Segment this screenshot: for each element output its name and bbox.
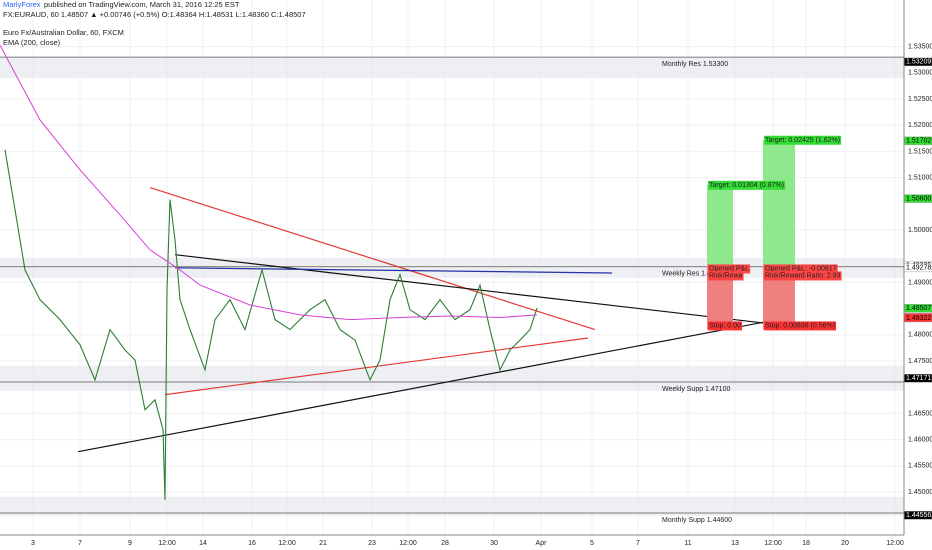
price-badge-label: 1.48322 xyxy=(906,315,931,322)
y-tick-label: 1.51500 xyxy=(908,148,932,155)
level-label: Weekly Supp 1.47100 xyxy=(662,386,730,393)
x-tick-label: 7 xyxy=(78,540,82,547)
pnl-label: Opened P&L xyxy=(709,265,749,272)
price-badge-label: 1.50600 xyxy=(906,195,931,202)
pnl-label: Opened P&L: -0.00817 xyxy=(765,265,837,272)
x-tick-label: 12:00 xyxy=(278,540,296,547)
x-tick-label: 12:00 xyxy=(399,540,417,547)
published: published on TradingView.com, March 31, … xyxy=(44,0,240,9)
price-badge-label: 1.49278 xyxy=(906,265,931,272)
x-tick-label: 5 xyxy=(590,540,594,547)
x-tick-label: 12:00 xyxy=(158,540,176,547)
price-badge-label: 1.44556 xyxy=(906,512,931,519)
label-box xyxy=(764,321,837,331)
x-tick-label: 12:00 xyxy=(764,540,782,547)
rr-label: Risk/Reward Ratio: 2.93 xyxy=(765,272,841,279)
price-badge-label: 1.51702 xyxy=(906,138,931,145)
x-tick-label: 28 xyxy=(441,540,449,547)
x-tick-label: 23 xyxy=(368,540,376,547)
y-tick-label: 1.47500 xyxy=(908,358,932,365)
stop-label: Stop: 0.00 xyxy=(709,322,741,329)
price-badge-label: 1.53209 xyxy=(906,59,931,66)
price-badge-label: 1.47171 xyxy=(906,375,931,382)
rr-label: Risk/Rewa xyxy=(709,272,743,279)
trend-line xyxy=(174,267,613,274)
y-tick-label: 1.53000 xyxy=(908,70,932,77)
y-tick-label: 1.53500 xyxy=(908,43,932,50)
legend-symbol: Euro Fx/Australian Dollar, 60, FXCM xyxy=(3,28,124,37)
x-tick-label: 11 xyxy=(684,540,691,547)
label-box xyxy=(764,271,842,281)
stop-label: Stop: 0.00838 (0.56%) xyxy=(765,322,835,329)
label-box xyxy=(708,264,751,274)
y-tick-label: 1.50000 xyxy=(908,227,932,234)
level-zone xyxy=(0,257,904,278)
price-line xyxy=(4,149,538,500)
y-tick-label: 1.48000 xyxy=(908,332,932,339)
x-tick-label: 18 xyxy=(802,540,810,547)
profit-zone xyxy=(763,139,795,265)
symbol-line: FX:EURAUD, 60 1.48507 ▲ +0.00746 (+0.5%)… xyxy=(3,10,306,19)
trend-line xyxy=(77,318,781,453)
level-zone xyxy=(0,57,904,79)
level-zone xyxy=(0,496,904,516)
label-box xyxy=(708,321,743,331)
target-label: Target: 0.02425 (1.62%) xyxy=(765,137,840,144)
x-tick-label: 30 xyxy=(490,540,498,547)
y-tick-label: 1.45000 xyxy=(908,489,932,496)
level-label: Weekly Res 1.49300 xyxy=(662,271,727,278)
legend-ema: EMA (200, close) xyxy=(3,38,61,47)
x-tick-label: 16 xyxy=(248,540,256,547)
level-label: Monthly Res 1.53300 xyxy=(662,61,728,68)
y-tick-label: 1.51000 xyxy=(908,174,932,181)
x-tick-label: 7 xyxy=(636,540,640,547)
y-tick-label: 1.45500 xyxy=(908,463,932,470)
x-tick-label: 14 xyxy=(199,540,207,547)
x-tick-label: 9 xyxy=(128,540,132,547)
trend-line xyxy=(149,187,596,331)
x-tick-label: 3 xyxy=(31,540,35,547)
y-tick-label: 1.46000 xyxy=(908,436,932,443)
label-box xyxy=(764,264,838,274)
x-tick-label: 20 xyxy=(841,540,849,547)
target-label: Target: 0.01304 (0.87%) xyxy=(709,182,784,189)
x-tick-label: 21 xyxy=(319,540,327,547)
ema-line xyxy=(0,44,538,321)
level-zone xyxy=(0,365,904,391)
x-tick-label: 12:00 xyxy=(886,540,904,547)
label-box xyxy=(708,271,744,281)
y-tick-label: 1.46500 xyxy=(908,410,932,417)
level-label: Monthly Supp 1.44600 xyxy=(662,517,732,524)
y-tick-label: 1.52500 xyxy=(908,96,932,103)
label-box xyxy=(764,135,842,145)
profit-zone xyxy=(707,184,733,265)
x-tick-label: Apr xyxy=(536,540,548,547)
y-tick-label: 1.52000 xyxy=(908,122,932,129)
label-box xyxy=(708,180,786,190)
y-tick-label: 1.49000 xyxy=(908,279,932,286)
publisher[interactable]: MarlyForex xyxy=(3,0,41,9)
x-tick-label: 13 xyxy=(731,540,739,547)
price-badge-label: 1.48507 xyxy=(906,305,931,312)
